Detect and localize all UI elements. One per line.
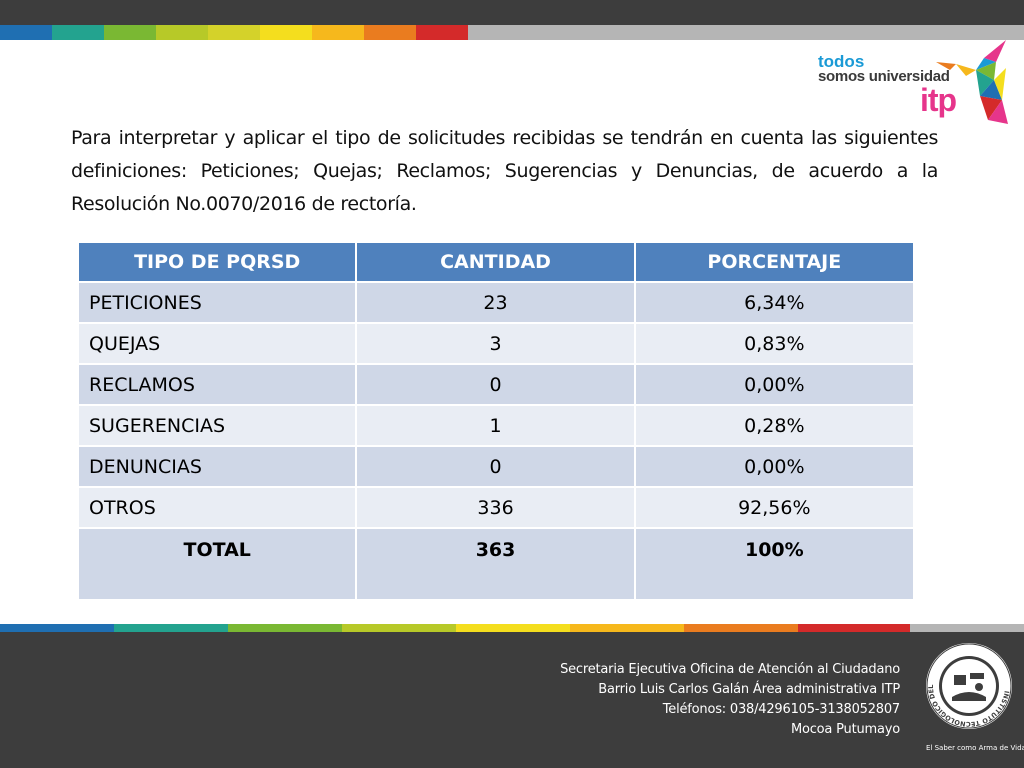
pqrsd-table: TIPO DE PQRSD CANTIDAD PORCENTAJE PETICI…: [76, 241, 916, 601]
top-color-stripe: [0, 25, 1024, 40]
row-type: RECLAMOS: [76, 363, 358, 406]
row-count: 0: [355, 363, 636, 406]
footer-line-4: Mocoa Putumayo: [790, 722, 900, 737]
row-percent: 92,56%: [633, 486, 916, 529]
row-count: 336: [355, 486, 636, 529]
table-row: QUEJAS 3 0,83%: [76, 322, 916, 365]
institution-seal-icon: INSTITUTO TECNOLÓGICO DEL PUTUMAYO: [924, 641, 1012, 729]
row-type: DENUNCIAS: [76, 445, 358, 488]
total-count: 363: [355, 527, 636, 601]
itp-logo: todos somos universidad itp: [816, 40, 1021, 128]
table-row: SUGERENCIAS 1 0,28%: [76, 404, 916, 447]
table-row: PETICIONES 23 6,34%: [76, 281, 916, 324]
row-percent: 0,28%: [633, 404, 916, 447]
table-total-row: TOTAL 363 100%: [76, 527, 916, 601]
row-type: PETICIONES: [76, 281, 358, 324]
row-percent: 6,34%: [633, 281, 916, 324]
seal-caption: El Saber como Arma de Vida: [926, 744, 1024, 752]
total-label: TOTAL: [76, 527, 358, 601]
table-row: RECLAMOS 0 0,00%: [76, 363, 916, 406]
header-porcentaje: PORCENTAJE: [633, 241, 916, 283]
logo-line-1: todos: [818, 52, 865, 71]
table-header-row: TIPO DE PQRSD CANTIDAD PORCENTAJE: [76, 241, 916, 283]
row-type: SUGERENCIAS: [76, 404, 358, 447]
table-row: OTROS 336 92,56%: [76, 486, 916, 529]
logo-line-3: itp: [920, 82, 957, 118]
bottom-color-stripe: [0, 624, 1024, 632]
header-cantidad: CANTIDAD: [355, 241, 636, 283]
footer-line-2: Barrio Luis Carlos Galán Área administra…: [598, 682, 900, 697]
row-count: 23: [355, 281, 636, 324]
footer-band: [0, 632, 1024, 768]
row-percent: 0,83%: [633, 322, 916, 365]
row-percent: 0,00%: [633, 445, 916, 488]
footer-line-3: Teléfonos: 038/4296105-3138052807: [662, 702, 900, 717]
row-count: 0: [355, 445, 636, 488]
total-percent: 100%: [633, 527, 916, 601]
row-type: OTROS: [76, 486, 358, 529]
row-count: 3: [355, 322, 636, 365]
row-percent: 0,00%: [633, 363, 916, 406]
footer-line-1: Secretaria Ejecutiva Oficina de Atención…: [560, 662, 900, 677]
row-count: 1: [355, 404, 636, 447]
intro-paragraph: Para interpretar y aplicar el tipo de so…: [71, 127, 938, 215]
hummingbird-icon: [936, 40, 1008, 124]
top-header-band: [0, 0, 1024, 25]
logo-line-2: somos universidad: [818, 68, 950, 85]
row-type: QUEJAS: [76, 322, 358, 365]
table-row: DENUNCIAS 0 0,00%: [76, 445, 916, 488]
footer-contact: Secretaria Ejecutiva Oficina de Atención…: [560, 660, 900, 740]
header-tipo: TIPO DE PQRSD: [76, 241, 358, 283]
